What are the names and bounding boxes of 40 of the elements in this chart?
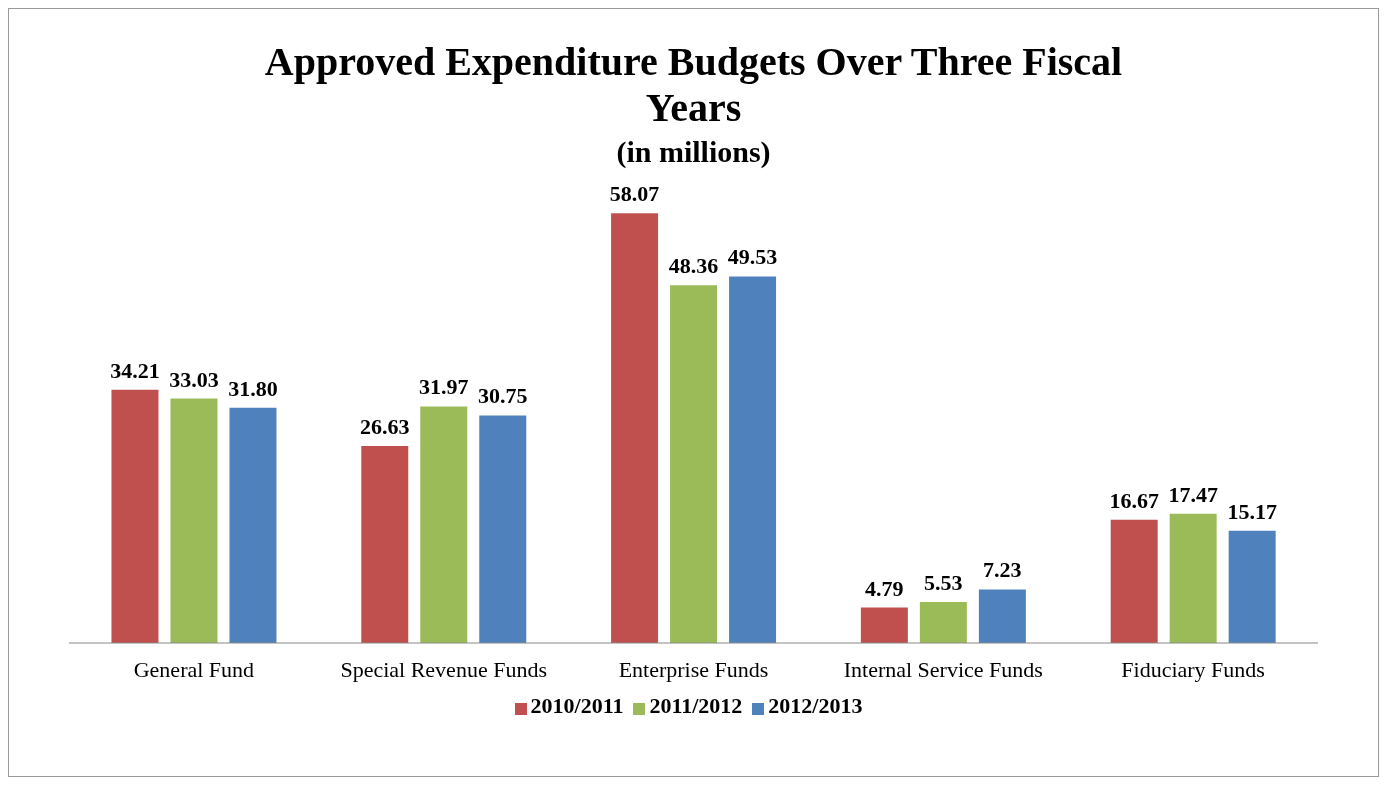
bar: [479, 415, 527, 643]
bar: [611, 213, 659, 643]
data-label: 48.36: [668, 253, 719, 279]
bar: [111, 389, 159, 643]
data-label: 26.63: [360, 413, 410, 439]
legend-label: 2010/2011: [530, 693, 624, 718]
legend-label: 2012/2013: [768, 693, 863, 718]
bar: [420, 406, 468, 643]
data-label: 58.07: [609, 181, 660, 207]
data-label: 7.23: [983, 557, 1022, 583]
data-label: 34.21: [110, 357, 160, 383]
bar: [170, 398, 218, 643]
bar: [670, 285, 718, 643]
data-label: 49.53: [727, 244, 778, 270]
data-label: 15.17: [1227, 498, 1277, 524]
bar: [729, 276, 777, 643]
data-label: 31.97: [419, 374, 469, 400]
legend-label: 2011/2012: [649, 693, 743, 718]
x-tick-label: Special Revenue Funds: [340, 656, 547, 682]
bar: [978, 589, 1026, 643]
data-label: 4.79: [865, 575, 904, 601]
bar: [229, 407, 277, 643]
x-tick-label: Internal Service Funds: [843, 656, 1043, 682]
data-label: 17.47: [1168, 481, 1218, 507]
bar: [860, 607, 908, 643]
bar: [1169, 513, 1217, 643]
chart-title: Approved Expenditure Budgets Over Three Fiscal Years: [263, 38, 1124, 131]
x-tick-label: Fiduciary Funds: [1121, 656, 1265, 682]
data-label: 33.03: [169, 366, 219, 392]
data-label: 30.75: [478, 383, 528, 409]
bar: [919, 602, 967, 643]
x-tick-label: Enterprise Funds: [618, 656, 769, 682]
bar: [1228, 530, 1276, 643]
chart-subtitle: (in millions): [615, 135, 772, 169]
data-label: 5.53: [924, 570, 963, 596]
data-label: 31.80: [228, 375, 278, 401]
x-tick-label: General Fund: [133, 656, 255, 682]
data-label: 16.67: [1109, 487, 1159, 513]
bar: [361, 445, 409, 643]
bar: [1110, 519, 1158, 643]
